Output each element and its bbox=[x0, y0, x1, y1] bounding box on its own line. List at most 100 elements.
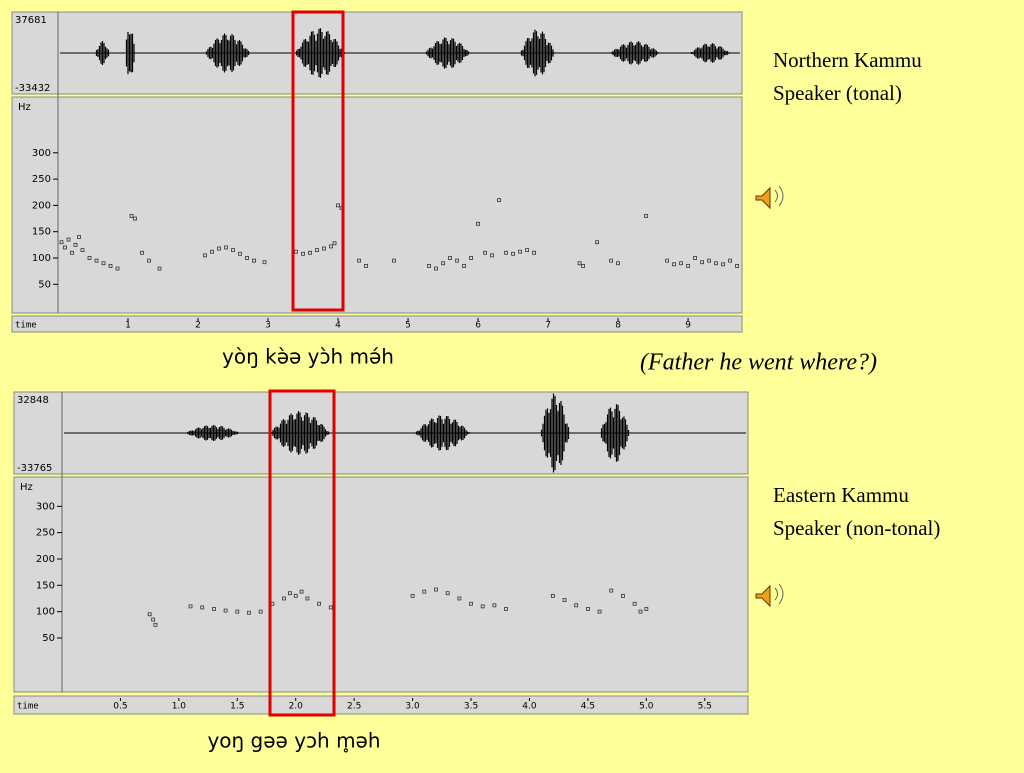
x-tick-label: 0.5 bbox=[113, 702, 127, 712]
pitch-point bbox=[707, 258, 711, 263]
pitch-point bbox=[457, 596, 462, 601]
x-tick-label: 3.5 bbox=[464, 702, 478, 712]
pitch-point bbox=[77, 235, 81, 239]
pitch-point bbox=[210, 249, 214, 254]
y-axis-label: Hz bbox=[20, 482, 33, 493]
pitch-point bbox=[686, 263, 690, 268]
pitch-point bbox=[147, 612, 152, 617]
pitch-point bbox=[714, 261, 718, 266]
pitch-point bbox=[94, 258, 99, 263]
pitch-point bbox=[101, 261, 106, 266]
pitch-point bbox=[693, 256, 697, 260]
pitch-point bbox=[200, 605, 205, 610]
pitch-point bbox=[597, 609, 602, 614]
pitch-point bbox=[147, 258, 151, 263]
x-axis-label: time bbox=[17, 702, 39, 712]
pitch-point bbox=[518, 249, 522, 254]
pitch-point bbox=[427, 263, 431, 268]
pitch-point bbox=[108, 263, 113, 268]
pitch-point bbox=[448, 256, 452, 260]
speaker-label: Eastern Kammu bbox=[773, 483, 909, 507]
waveform bbox=[520, 29, 556, 77]
x-tick-label: 9 bbox=[685, 321, 691, 331]
pitch-point bbox=[328, 605, 333, 610]
pitch-point bbox=[140, 250, 144, 255]
x-tick-label: 1.0 bbox=[172, 702, 187, 712]
pitch-point bbox=[700, 260, 704, 265]
pitch-point bbox=[434, 266, 438, 271]
pitch-point bbox=[469, 256, 473, 260]
pitch-point bbox=[721, 262, 725, 267]
y-tick-label: 250 bbox=[36, 528, 55, 539]
y-tick-label: 300 bbox=[36, 501, 55, 512]
question: (Father he went where?) bbox=[640, 350, 877, 376]
pitch-point bbox=[287, 591, 292, 596]
pitch-point bbox=[294, 249, 298, 254]
waveform bbox=[185, 425, 240, 441]
pitch-point bbox=[87, 256, 92, 260]
y-tick-label: 250 bbox=[32, 174, 51, 185]
x-tick-label: 4 bbox=[335, 321, 341, 331]
pitch-point bbox=[66, 237, 71, 242]
pitch-point bbox=[151, 617, 156, 622]
pitch-point bbox=[115, 266, 120, 271]
pitch-point bbox=[332, 241, 337, 246]
pitch-point bbox=[73, 242, 78, 247]
pitch-point bbox=[434, 587, 438, 592]
panel bbox=[11, 96, 743, 314]
amplitude-label: 37681 bbox=[15, 15, 47, 26]
pitch-point bbox=[224, 245, 228, 250]
pitch-point bbox=[410, 593, 415, 598]
transcription: yoŋ gəə yɔh m̥əh bbox=[207, 729, 380, 754]
pitch-point bbox=[609, 588, 614, 593]
y-tick-label: 300 bbox=[32, 148, 51, 159]
waveform bbox=[610, 41, 661, 65]
pitch-point bbox=[462, 263, 466, 268]
pitch-point bbox=[262, 260, 267, 265]
speaker-label: Speaker (tonal) bbox=[773, 81, 902, 105]
pitch-point bbox=[157, 266, 162, 271]
pitch-point bbox=[441, 261, 445, 266]
pitch-point bbox=[293, 593, 298, 598]
waveform bbox=[600, 404, 630, 462]
pitch-point bbox=[490, 253, 494, 258]
y-tick-label: 150 bbox=[36, 580, 55, 591]
x-tick-label: 7 bbox=[545, 321, 551, 331]
pitch-point bbox=[247, 610, 251, 615]
waveform bbox=[415, 415, 470, 451]
y-tick-label: 50 bbox=[38, 279, 51, 290]
amplitude-label: -33432 bbox=[15, 83, 50, 94]
pitch-point bbox=[672, 262, 676, 267]
pitch-point bbox=[638, 609, 643, 614]
pitch-point bbox=[235, 609, 240, 614]
waveform bbox=[540, 393, 570, 473]
waveform bbox=[425, 37, 470, 69]
pitch-point bbox=[392, 258, 396, 263]
speaker-icon[interactable] bbox=[755, 583, 784, 608]
pitch-point bbox=[364, 263, 368, 268]
pitch-point bbox=[133, 216, 137, 221]
x-axis-label: time bbox=[15, 321, 37, 331]
pitch-point bbox=[329, 244, 333, 249]
y-tick-label: 50 bbox=[42, 633, 55, 644]
pitch-point bbox=[581, 263, 585, 268]
x-tick-label: 2.0 bbox=[289, 702, 304, 712]
waveform bbox=[295, 28, 346, 78]
pitch-point bbox=[574, 603, 579, 608]
pitch-point bbox=[238, 251, 242, 256]
pitch-point bbox=[735, 263, 739, 268]
pitch-point bbox=[504, 250, 508, 255]
pitch-point bbox=[483, 250, 487, 255]
pitch-point bbox=[577, 261, 582, 266]
speaker-icon[interactable] bbox=[755, 185, 784, 210]
pitch-point bbox=[245, 256, 249, 260]
transcription: yòŋ kə̀ə yɔ̀h mə́h bbox=[222, 345, 394, 369]
pitch-point bbox=[595, 240, 599, 245]
pitch-point bbox=[317, 601, 322, 606]
panel bbox=[13, 476, 749, 693]
waveform bbox=[125, 31, 135, 75]
pitch-point bbox=[217, 246, 221, 251]
pitch-point bbox=[80, 248, 85, 253]
pitch-point bbox=[301, 251, 305, 256]
x-tick-label: 4.5 bbox=[581, 702, 595, 712]
